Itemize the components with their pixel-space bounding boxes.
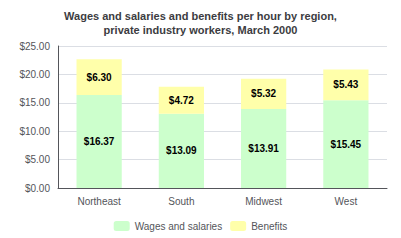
svg-text:South: South xyxy=(168,196,194,207)
svg-text:private industry workers, Marc: private industry workers, March 2000 xyxy=(104,24,298,36)
svg-text:$5.43: $5.43 xyxy=(333,79,358,90)
svg-text:$10.00: $10.00 xyxy=(19,126,50,137)
svg-text:$13.09: $13.09 xyxy=(166,145,197,156)
svg-text:Wages and salaries and benefit: Wages and salaries and benefits per hour… xyxy=(64,10,337,22)
svg-text:$5.32: $5.32 xyxy=(251,88,276,99)
svg-text:$15.45: $15.45 xyxy=(331,139,362,150)
svg-text:Wages and salaries: Wages and salaries xyxy=(135,221,222,232)
svg-text:West: West xyxy=(335,196,358,207)
svg-text:Benefits: Benefits xyxy=(251,221,287,232)
svg-text:Northeast: Northeast xyxy=(77,196,121,207)
svg-text:$0.00: $0.00 xyxy=(25,183,50,194)
svg-text:$16.37: $16.37 xyxy=(84,136,115,147)
svg-text:$25.00: $25.00 xyxy=(19,41,50,52)
svg-text:$6.30: $6.30 xyxy=(87,72,112,83)
svg-text:$20.00: $20.00 xyxy=(19,69,50,80)
svg-text:$13.91: $13.91 xyxy=(248,143,279,154)
svg-text:$15.00: $15.00 xyxy=(19,97,50,108)
svg-text:Midwest: Midwest xyxy=(245,196,282,207)
svg-text:$5.00: $5.00 xyxy=(25,154,50,165)
svg-text:$4.72: $4.72 xyxy=(169,95,194,106)
